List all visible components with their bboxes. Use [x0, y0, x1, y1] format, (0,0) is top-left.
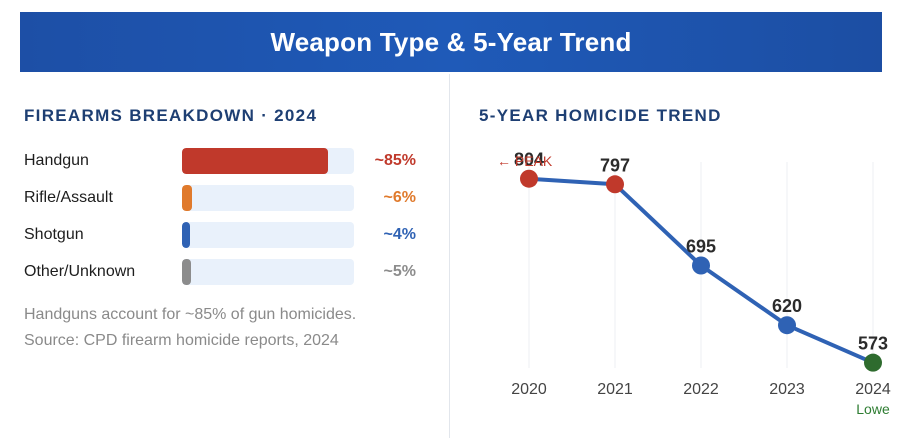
breakdown-value: ~85% — [374, 152, 416, 169]
breakdown-row-handgun: Handgun ~85% — [24, 146, 424, 183]
data-label-2022: 695 — [686, 237, 716, 257]
chart-x-ticks: 2020 2021 2022 2023 2024 — [511, 381, 891, 398]
breakdown-bar-track — [182, 259, 354, 285]
x-tick-2024: 2024 — [855, 381, 891, 398]
peak-annotation: ← PEAK — [497, 153, 553, 169]
x-tick-2021: 2021 — [597, 381, 633, 398]
x-tick-2023: 2023 — [769, 381, 805, 398]
data-point-2021 — [606, 175, 624, 194]
breakdown-label: Handgun — [24, 152, 89, 169]
trend-title: 5-YEAR HOMICIDE TREND — [479, 106, 722, 125]
x-tick-2020: 2020 — [511, 381, 547, 398]
breakdown-list: Handgun ~85% Rifle/Assault ~6% Shotgun ~… — [24, 146, 424, 294]
x-tick-2022: 2022 — [683, 381, 719, 398]
data-point-2023 — [778, 316, 796, 335]
data-label-2020: 804 — [514, 150, 544, 170]
breakdown-bar-track — [182, 185, 354, 211]
breakdown-value: ~5% — [383, 263, 416, 280]
chart-point-labels: 804 797 695 620 573 — [514, 150, 888, 354]
breakdown-value: ~6% — [383, 189, 416, 206]
data-label-2021: 797 — [600, 155, 630, 175]
data-point-2020 — [520, 169, 538, 188]
breakdown-bar-track — [182, 222, 354, 248]
data-point-2022 — [692, 256, 710, 275]
breakdown-label: Shotgun — [24, 226, 84, 243]
breakdown-value: ~4% — [383, 226, 416, 243]
breakdown-row-shotgun: Shotgun ~4% — [24, 220, 424, 257]
breakdown-row-rifle: Rifle/Assault ~6% — [24, 183, 424, 220]
source-note: Handguns account for ~85% of gun homicid… — [24, 306, 357, 349]
breakdown-row-other: Other/Unknown ~5% — [24, 257, 424, 294]
breakdown-bar-fill — [182, 259, 191, 285]
trend-line-chart: 804 797 695 620 573 2020 2021 2022 2023 2024 ← P… — [497, 150, 891, 417]
panel-divider — [449, 74, 450, 438]
page-title: Weapon Type & 5-Year Trend — [270, 26, 632, 57]
breakdown-label: Rifle/Assault — [24, 189, 113, 206]
data-label-2023: 620 — [772, 296, 802, 316]
data-point-2024 — [864, 353, 882, 372]
breakdown-bar-fill — [182, 185, 193, 211]
breakdown-title: FIREARMS BREAKDOWN · 2024 — [24, 106, 318, 125]
breakdown-label: Other/Unknown — [24, 263, 136, 280]
breakdown-bar-fill — [182, 222, 190, 248]
breakdown-bar-fill — [182, 148, 329, 174]
lowest-annotation: Lowe — [856, 401, 890, 417]
header-banner: Weapon Type & 5-Year Trend — [20, 12, 882, 72]
chart-points — [520, 169, 882, 372]
breakdown-bar-track — [182, 148, 354, 174]
data-label-2024: 573 — [858, 334, 888, 354]
